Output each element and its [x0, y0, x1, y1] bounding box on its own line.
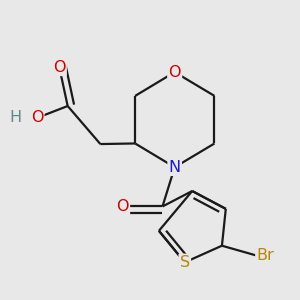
Text: S: S — [180, 255, 190, 270]
Text: O: O — [31, 110, 43, 125]
Text: O: O — [116, 199, 129, 214]
Text: Br: Br — [256, 248, 274, 263]
Text: N: N — [169, 160, 181, 175]
Text: O: O — [53, 60, 66, 75]
Text: H: H — [10, 110, 22, 125]
Text: O: O — [168, 64, 181, 80]
